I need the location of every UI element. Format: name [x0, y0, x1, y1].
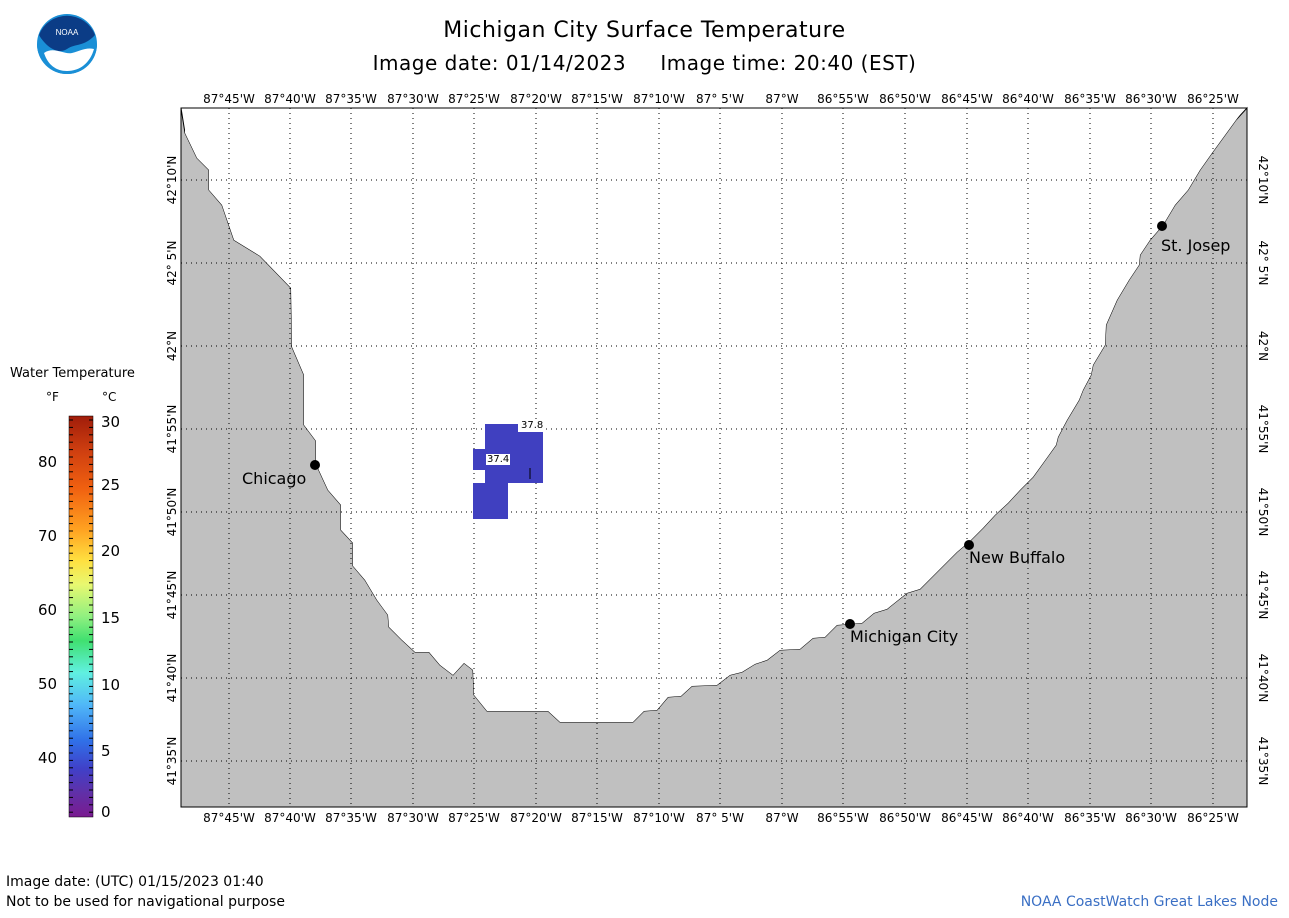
noaa-logo-text: NOAA — [56, 28, 79, 37]
legend-colorbar — [68, 415, 94, 818]
legend-tick-fahrenheit: 50 — [38, 675, 58, 693]
longitude-label-bottom: 87°35'W — [325, 811, 377, 825]
longitude-label-bottom: 86°55'W — [817, 811, 869, 825]
latitude-label-left: 41°50'N — [165, 487, 179, 537]
longitude-label-top: 87°10'W — [633, 92, 685, 106]
temperature-pixels — [473, 424, 543, 519]
latitude-label-left: 41°40'N — [165, 653, 179, 703]
longitude-label-top: 87°15'W — [571, 92, 623, 106]
city-label-chicago: Chicago — [242, 469, 307, 488]
legend-tick-fahrenheit: 70 — [38, 527, 58, 545]
legend-tick-celsius: 15 — [101, 609, 121, 627]
footer-utc-date: Image date: (UTC) 01/15/2023 01:40 — [6, 874, 264, 890]
longitude-label-top: 87°30'W — [387, 92, 439, 106]
footer-credit: NOAA CoastWatch Great Lakes Node — [1020, 894, 1278, 910]
longitude-label-bottom: 86°40'W — [1002, 811, 1054, 825]
st-joseph-marker — [1157, 221, 1167, 231]
longitude-label-bottom: 87°30'W — [387, 811, 439, 825]
latitude-label-left: 42°N — [165, 330, 179, 362]
longitude-label-bottom: 87°40'W — [264, 811, 316, 825]
map-title: Michigan City Surface Temperature — [443, 18, 846, 43]
latitude-label-left: 41°55'N — [165, 404, 179, 454]
latitude-label-right: 42°10'N — [1256, 155, 1270, 205]
longitude-label-top: 87°25'W — [448, 92, 500, 106]
longitude-label-bottom: 87°25'W — [448, 811, 500, 825]
latitude-label-left: 42°10'N — [165, 155, 179, 205]
legend-unit-celsius: °C — [102, 390, 117, 404]
legend-tick-celsius: 0 — [101, 803, 111, 821]
latitude-label-right: 41°35'N — [1256, 736, 1270, 786]
longitude-label-top: 86°25'W — [1187, 92, 1239, 106]
longitude-label-top: 86°55'W — [817, 92, 869, 106]
legend-tick-celsius: 20 — [101, 542, 121, 560]
chicago-marker — [310, 460, 320, 470]
latitude-label-right: 41°40'N — [1256, 653, 1270, 703]
map-subtitle: Image date: 01/14/2023 Image time: 20:40… — [372, 51, 917, 75]
legend-tick-fahrenheit: 40 — [38, 749, 58, 767]
longitude-label-bottom: 86°35'W — [1064, 811, 1116, 825]
latitude-label-right: 42° 5'N — [1256, 240, 1270, 286]
michigan-city-marker — [845, 619, 855, 629]
legend-tick-celsius: 10 — [101, 676, 121, 694]
legend-tick-fahrenheit: 60 — [38, 601, 58, 619]
latitude-label-right: 41°50'N — [1256, 487, 1270, 537]
latitude-label-right: 41°45'N — [1256, 570, 1270, 620]
longitude-label-bottom: 86°30'W — [1125, 811, 1177, 825]
noaa-logo-icon: NOAA — [36, 13, 98, 75]
longitude-label-bottom: 87°W — [765, 811, 799, 825]
latitude-label-left: 41°35'N — [165, 736, 179, 786]
longitude-label-top: 87°45'W — [203, 92, 255, 106]
longitude-label-bottom: 86°45'W — [941, 811, 993, 825]
map-frame — [180, 107, 1248, 808]
latitude-label-left: 41°45'N — [165, 570, 179, 620]
longitude-label-bottom: 86°50'W — [879, 811, 931, 825]
legend-unit-fahrenheit: °F — [46, 390, 59, 404]
longitude-label-top: 87°40'W — [264, 92, 316, 106]
legend-tick-celsius: 5 — [101, 742, 111, 760]
legend-title: Water Temperature — [10, 366, 135, 381]
longitude-label-top: 86°45'W — [941, 92, 993, 106]
city-label-st-joseph: St. Josep — [1161, 236, 1231, 255]
new-buffalo-marker — [964, 540, 974, 550]
longitude-label-top: 87°35'W — [325, 92, 377, 106]
longitude-label-top: 87°W — [765, 92, 799, 106]
temperature-label: 37.4 — [486, 454, 511, 465]
legend-tick-celsius: 25 — [101, 476, 121, 494]
latitude-label-right: 41°55'N — [1256, 404, 1270, 454]
footer-notice: Not to be used for navigational purpose — [6, 894, 285, 910]
longitude-label-bottom: 86°25'W — [1187, 811, 1239, 825]
legend-tick-fahrenheit: 80 — [38, 453, 58, 471]
longitude-label-bottom: 87°15'W — [571, 811, 623, 825]
longitude-label-bottom: 87° 5'W — [696, 811, 744, 825]
longitude-label-bottom: 87°20'W — [510, 811, 562, 825]
longitude-label-top: 86°30'W — [1125, 92, 1177, 106]
longitude-label-bottom: 87°10'W — [633, 811, 685, 825]
longitude-label-top: 87° 5'W — [696, 92, 744, 106]
longitude-label-bottom: 87°45'W — [203, 811, 255, 825]
city-label-new-buffalo: New Buffalo — [969, 548, 1066, 567]
legend-tick-celsius: 30 — [101, 413, 121, 431]
latitude-label-left: 42° 5'N — [165, 240, 179, 286]
longitude-label-top: 87°20'W — [510, 92, 562, 106]
temperature-label: 37.8 — [520, 420, 545, 431]
longitude-label-top: 86°40'W — [1002, 92, 1054, 106]
longitude-label-top: 86°35'W — [1064, 92, 1116, 106]
city-label-michigan-city: Michigan City — [850, 627, 959, 646]
longitude-label-top: 86°50'W — [879, 92, 931, 106]
latitude-label-right: 42°N — [1256, 330, 1270, 362]
